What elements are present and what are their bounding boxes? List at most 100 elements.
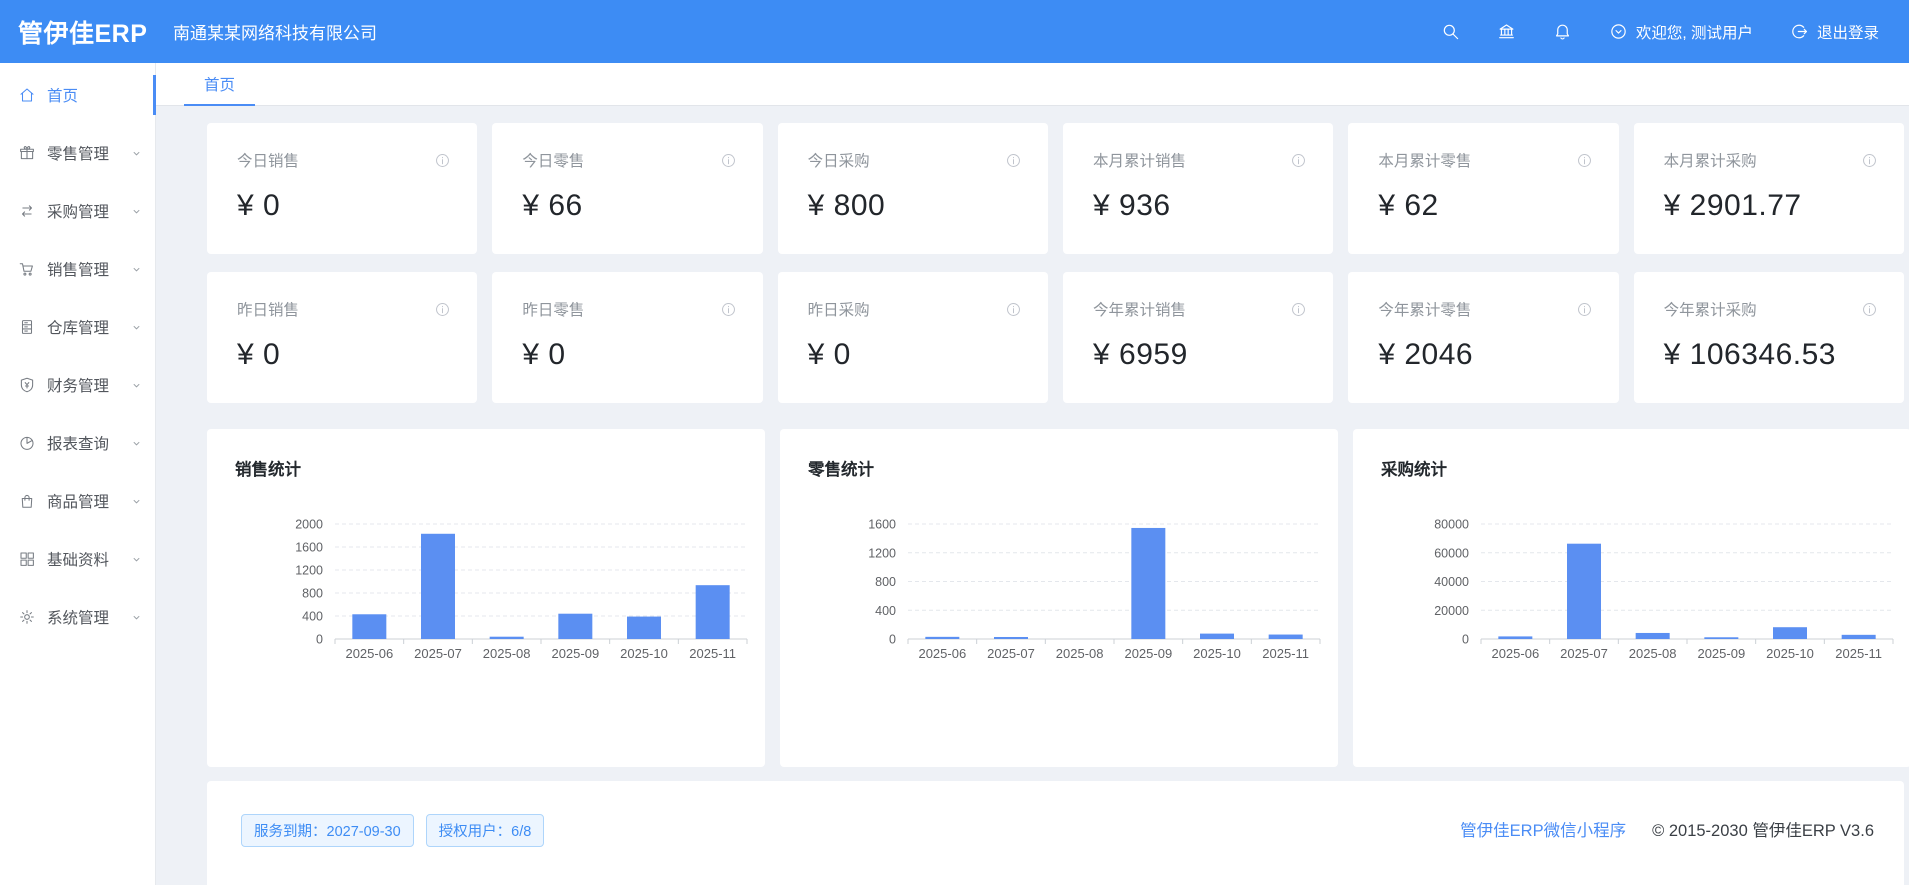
stat-card-value: ¥ 936 xyxy=(1093,189,1171,222)
stat-card-value: ¥ 0 xyxy=(237,338,281,371)
info-icon[interactable] xyxy=(1005,301,1022,318)
logout-button[interactable]: 退出登录 xyxy=(1790,21,1879,43)
info-icon[interactable] xyxy=(434,152,451,169)
chevron-down-icon xyxy=(130,263,143,276)
sidebar-item-8[interactable]: 基础资料 xyxy=(0,530,155,588)
svg-text:2025-08: 2025-08 xyxy=(483,646,531,661)
stat-card: 今年累计销售 ¥ 6959 xyxy=(1063,272,1334,403)
chevron-down-icon xyxy=(130,553,143,566)
info-icon[interactable] xyxy=(1005,152,1022,169)
stat-card: 今年累计采购 ¥ 106346.53 xyxy=(1633,272,1904,403)
stat-card: 今日采购 ¥ 800 xyxy=(777,123,1048,254)
info-icon[interactable] xyxy=(1861,152,1878,169)
swap-icon xyxy=(18,202,36,220)
svg-text:2025-07: 2025-07 xyxy=(414,646,462,661)
copyright-text: © 2015-2030 管伊佳ERP V3.6 xyxy=(1652,822,1874,840)
info-icon[interactable] xyxy=(1861,301,1878,318)
chevron-down-icon xyxy=(130,147,143,160)
svg-text:1200: 1200 xyxy=(868,546,896,560)
stat-card: 昨日零售 ¥ 0 xyxy=(492,272,763,403)
info-icon[interactable] xyxy=(1576,152,1593,169)
stat-card-label: 本月累计零售 xyxy=(1378,153,1472,170)
sidebar-item-7[interactable]: 商品管理 xyxy=(0,472,155,530)
sidebar-item-4[interactable]: 仓库管理 xyxy=(0,298,155,356)
chevron-down-icon xyxy=(130,611,143,624)
svg-text:2025-11: 2025-11 xyxy=(1835,646,1882,661)
tab-home[interactable]: 首页 xyxy=(184,63,256,106)
stat-card-label: 今年累计销售 xyxy=(1093,302,1187,319)
chart-title: 采购统计 xyxy=(1381,461,1447,479)
sidebar-item-5[interactable]: 财务管理 xyxy=(0,356,155,414)
svg-text:2000: 2000 xyxy=(295,518,323,532)
info-icon[interactable] xyxy=(1290,152,1307,169)
bar xyxy=(695,585,730,639)
sidebar-item-6[interactable]: 报表查询 xyxy=(0,414,155,472)
cabinet-icon xyxy=(18,318,36,336)
svg-text:2025-10: 2025-10 xyxy=(1193,646,1241,661)
search-icon[interactable] xyxy=(1441,22,1460,41)
svg-text:80000: 80000 xyxy=(1434,518,1469,532)
stat-card-value: ¥ 66 xyxy=(522,189,583,222)
stat-card-value: ¥ 2046 xyxy=(1378,338,1474,371)
miniprogram-link[interactable]: 管伊佳ERP微信小程序 xyxy=(1460,822,1627,840)
svg-text:400: 400 xyxy=(875,604,896,618)
info-icon[interactable] xyxy=(434,301,451,318)
company-name: 南通某某网络科技有限公司 xyxy=(173,24,377,43)
app-logo: 管伊佳ERP xyxy=(18,19,148,48)
chevron-down-icon xyxy=(130,437,143,450)
bell-icon[interactable] xyxy=(1553,22,1572,41)
bar xyxy=(1567,543,1601,639)
svg-text:2025-09: 2025-09 xyxy=(551,646,599,661)
svg-text:1200: 1200 xyxy=(295,564,323,578)
stat-cards-grid: 今日销售 ¥ 0 今日零售 ¥ 66 今日采购 ¥ 800 本月累计销售 ¥ 936 本月累计零… xyxy=(207,123,1904,403)
sidebar-item-9[interactable]: 系统管理 xyxy=(0,588,155,646)
bar xyxy=(1200,633,1234,639)
sidebar-item-home[interactable]: 首页 xyxy=(0,66,156,124)
sidebar-item-2[interactable]: 采购管理 xyxy=(0,182,155,240)
bar xyxy=(1268,634,1303,639)
bar xyxy=(1704,637,1739,639)
chevron-down-icon xyxy=(130,321,143,334)
bar xyxy=(421,533,455,639)
info-icon[interactable] xyxy=(1290,301,1307,318)
stat-card-value: ¥ 0 xyxy=(237,189,281,222)
bank-icon[interactable] xyxy=(1497,22,1516,41)
user-circle-icon xyxy=(1609,22,1628,41)
svg-text:2025-11: 2025-11 xyxy=(689,646,736,661)
stat-card-value: ¥ 6959 xyxy=(1093,338,1188,371)
sidebar-item-1[interactable]: 零售管理 xyxy=(0,124,155,182)
bar xyxy=(925,636,960,639)
info-icon[interactable] xyxy=(720,152,737,169)
stat-card-value: ¥ 106346.53 xyxy=(1663,338,1836,371)
user-menu[interactable]: 欢迎您, 测试用户 xyxy=(1609,21,1753,43)
bar-chart: 0 20000 40000 60000 80000 2025-06 2025-07 2025-… xyxy=(1434,518,1894,661)
gift-icon xyxy=(18,144,36,162)
svg-text:20000: 20000 xyxy=(1434,604,1469,618)
stat-card: 昨日销售 ¥ 0 xyxy=(207,272,478,403)
stat-card-label: 今日销售 xyxy=(237,153,300,170)
stat-card-label: 本月累计销售 xyxy=(1093,153,1187,170)
svg-text:0: 0 xyxy=(1462,633,1469,647)
sidebar-item-3[interactable]: 销售管理 xyxy=(0,240,155,298)
pie-chart-icon xyxy=(18,434,36,452)
svg-text:400: 400 xyxy=(302,610,323,624)
stat-card: 本月累计销售 ¥ 936 xyxy=(1063,123,1334,254)
stat-card-label: 昨日销售 xyxy=(237,302,300,319)
sidebar-item-label: 零售管理 xyxy=(47,146,110,163)
sidebar-item-label: 系统管理 xyxy=(47,610,110,627)
info-icon[interactable] xyxy=(1576,301,1593,318)
stat-card-value: ¥ 2901.77 xyxy=(1663,189,1802,222)
logout-icon xyxy=(1790,22,1809,41)
info-icon[interactable] xyxy=(720,301,737,318)
chevron-down-icon xyxy=(130,379,143,392)
stat-card: 今日零售 ¥ 66 xyxy=(492,123,763,254)
cart-icon xyxy=(18,260,36,278)
stat-card-label: 本月累计采购 xyxy=(1663,153,1757,170)
bar xyxy=(1773,627,1807,639)
sidebar-item-label: 商品管理 xyxy=(47,494,110,511)
sidebar-item-label: 报表查询 xyxy=(47,436,110,453)
svg-text:2025-06: 2025-06 xyxy=(345,646,393,661)
stat-card: 今日销售 ¥ 0 xyxy=(207,123,478,254)
stat-card-value: ¥ 800 xyxy=(807,189,886,222)
svg-text:2025-06: 2025-06 xyxy=(918,646,966,661)
